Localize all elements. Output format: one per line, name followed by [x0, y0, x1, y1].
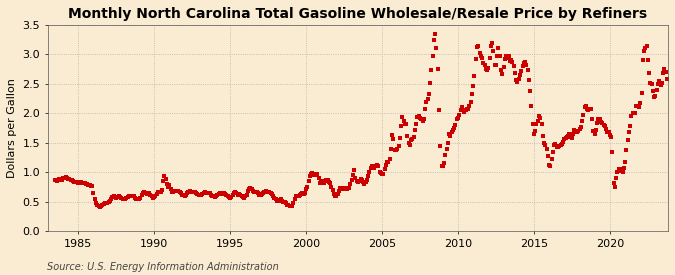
Title: Monthly North Carolina Total Gasoline Wholesale/Resale Price by Refiners: Monthly North Carolina Total Gasoline Wh… — [68, 7, 647, 21]
Y-axis label: Dollars per Gallon: Dollars per Gallon — [7, 78, 17, 178]
Text: Source: U.S. Energy Information Administration: Source: U.S. Energy Information Administ… — [47, 262, 279, 272]
